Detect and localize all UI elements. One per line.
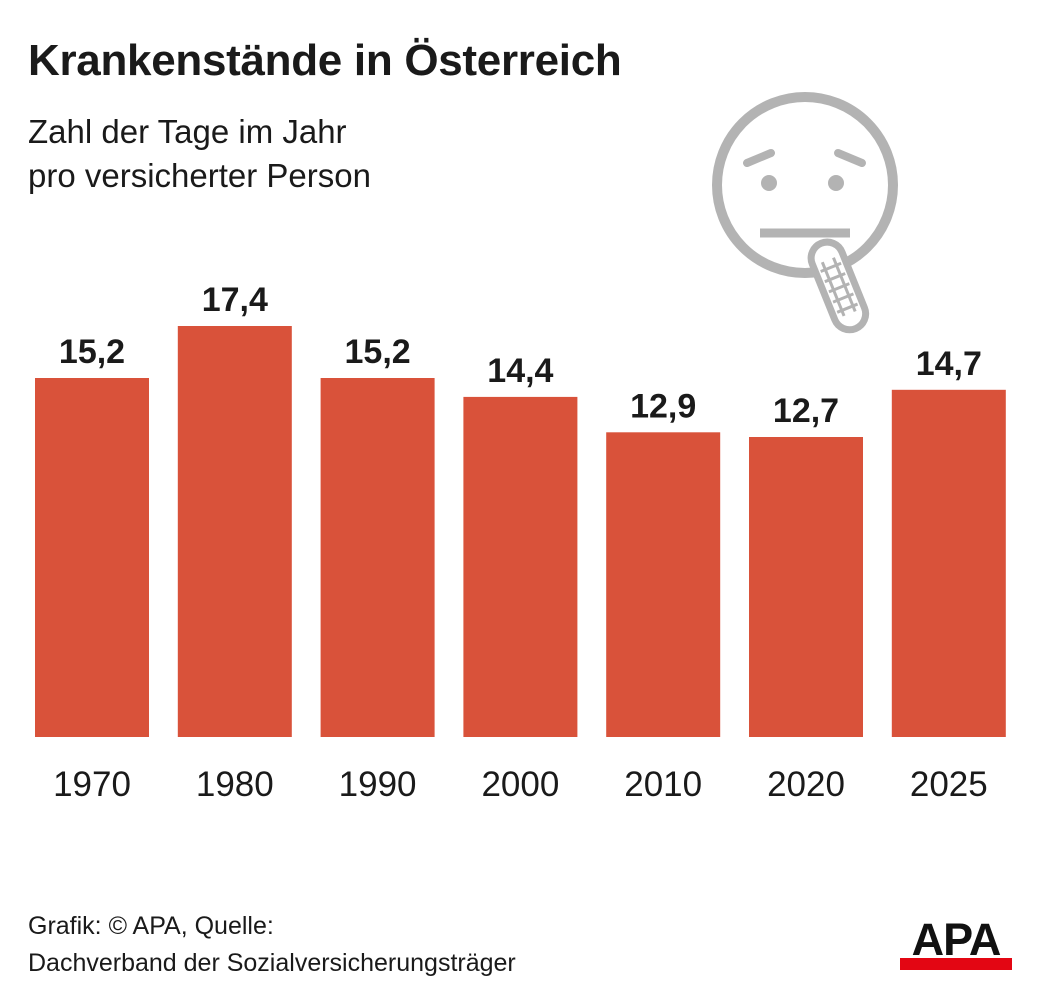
apa-logo-bar: [900, 958, 1012, 970]
subtitle-line-2: pro versicherter Person: [28, 157, 371, 194]
source-line-1: Grafik: © APA, Quelle:: [28, 912, 274, 940]
bar-2020: [749, 437, 863, 737]
value-label-2020: 12,7: [773, 392, 839, 430]
subtitle-line-1: Zahl der Tage im Jahr: [28, 113, 347, 150]
x-tick-label-1990: 1990: [339, 765, 417, 804]
source-line-2: Dachverband der Sozialversicherungsträge…: [28, 949, 516, 977]
apa-logo: APA: [900, 916, 1012, 970]
value-label-1980: 17,4: [202, 281, 268, 319]
bar-1990: [320, 378, 435, 737]
source-note: Grafik: © APA, Quelle: Dachverband der S…: [28, 908, 516, 982]
value-label-2025: 14,7: [916, 345, 982, 383]
value-label-1970: 15,2: [59, 333, 125, 371]
chart-title: Krankenstände in Österreich: [28, 36, 622, 85]
chart-subtitle: Zahl der Tage im Jahr pro versicherter P…: [28, 110, 371, 198]
apa-logo-text: APA: [911, 914, 1002, 965]
x-tick-label-2025: 2025: [910, 765, 988, 804]
value-label-2000: 14,4: [487, 352, 553, 390]
x-tick-label-2010: 2010: [624, 765, 702, 804]
bar-2010: [606, 432, 721, 737]
x-tick-label-2020: 2020: [767, 765, 845, 804]
value-label-2010: 12,9: [630, 387, 696, 425]
bar-2000: [463, 396, 578, 737]
x-tick-label-1970: 1970: [53, 765, 131, 804]
x-tick-label-1980: 1980: [196, 765, 274, 804]
bar-1970: [35, 378, 149, 737]
bar-2025: [891, 389, 1006, 737]
bar-1980: [177, 326, 292, 737]
sick-face-thermometer-icon: [712, 92, 898, 334]
x-tick-label-2000: 2000: [481, 765, 559, 804]
value-label-1990: 15,2: [345, 333, 411, 371]
bars-group: 15,2 1970 17,4 1980 15,2 1990 14,4 2000 12,9 2010…: [35, 281, 1006, 804]
